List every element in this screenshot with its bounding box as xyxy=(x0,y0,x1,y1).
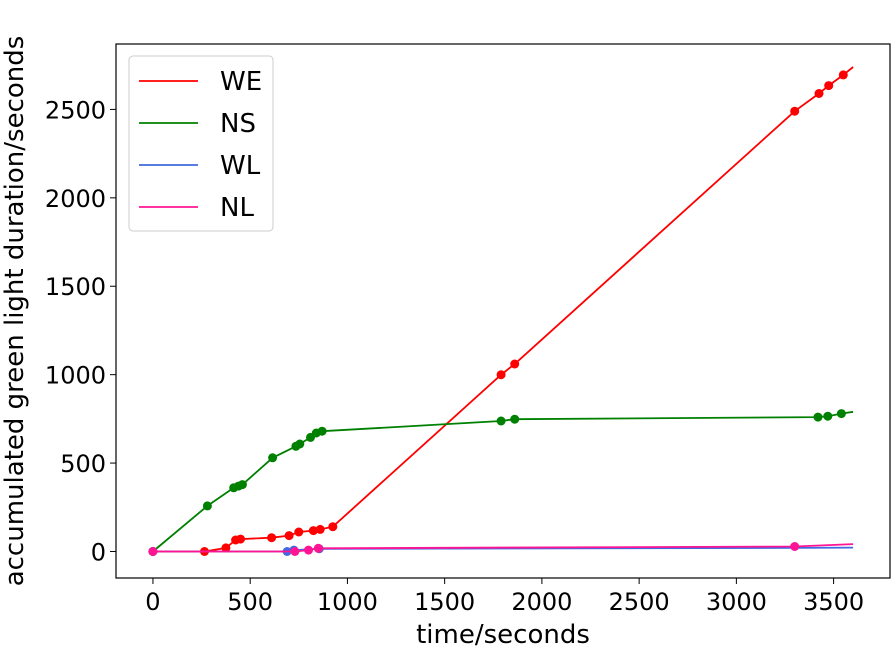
data-point-we xyxy=(284,531,294,541)
data-point-nl xyxy=(790,542,800,551)
data-point-we xyxy=(824,81,834,91)
x-tick-label: 3000 xyxy=(706,588,767,616)
data-point-ns xyxy=(510,414,520,424)
y-tick-label: 2000 xyxy=(45,185,106,213)
data-point-ns xyxy=(823,411,833,421)
data-point-ns xyxy=(237,480,247,490)
data-point-ns xyxy=(268,453,278,463)
data-point-we xyxy=(308,526,318,536)
data-point-ns xyxy=(202,501,212,511)
plot-frame xyxy=(115,43,891,579)
data-point-we xyxy=(838,70,848,80)
data-point-we xyxy=(510,359,520,369)
x-tick-label: 0 xyxy=(145,588,160,616)
x-tick-label: 3500 xyxy=(803,588,864,616)
x-axis-label: time/seconds xyxy=(416,620,590,648)
data-point-ns xyxy=(836,409,846,419)
legend-label-nl: NL xyxy=(220,193,254,223)
data-point-nl xyxy=(313,543,323,553)
legend-box xyxy=(128,55,274,232)
data-point-nl xyxy=(290,547,300,556)
data-point-ns xyxy=(813,412,823,422)
x-tick-label: 2500 xyxy=(609,588,670,616)
data-point-ns xyxy=(496,416,506,426)
y-tick-label: 500 xyxy=(60,450,106,478)
data-point-ns xyxy=(317,426,327,436)
ticks-layer: 0 500 1000 1500 2000 2500 3000 3500 0 500 1000 1500… xyxy=(45,96,864,616)
y-axis-label: accumulated green light duration/seconds xyxy=(0,36,30,587)
data-point-we xyxy=(267,533,277,543)
x-tick-label: 1500 xyxy=(414,588,475,616)
x-tick-label: 1000 xyxy=(317,588,378,616)
legend: WE NS WL NL xyxy=(128,55,274,232)
series-layer xyxy=(148,66,854,556)
y-tick-label: 1000 xyxy=(45,362,106,390)
data-point-we xyxy=(790,106,800,116)
data-point-we xyxy=(315,524,325,534)
data-point-ns xyxy=(295,439,305,449)
data-point-nl xyxy=(148,547,158,556)
data-point-we xyxy=(814,89,824,98)
data-point-we xyxy=(496,370,506,380)
series-line-nl xyxy=(152,543,854,553)
data-point-we xyxy=(221,543,231,553)
data-point-we xyxy=(328,522,338,532)
data-point-we xyxy=(294,527,304,537)
legend-label-we: WE xyxy=(220,67,262,97)
x-tick-label: 2000 xyxy=(511,588,572,616)
y-tick-label: 0 xyxy=(91,538,106,566)
y-tick-label: 2500 xyxy=(45,96,106,124)
legend-label-wl: WL xyxy=(220,151,261,181)
x-tick-label: 500 xyxy=(227,588,273,616)
data-point-nl xyxy=(304,545,313,555)
y-tick-label: 1500 xyxy=(45,273,106,301)
data-point-we xyxy=(236,534,245,544)
legend-label-ns: NS xyxy=(220,109,256,139)
